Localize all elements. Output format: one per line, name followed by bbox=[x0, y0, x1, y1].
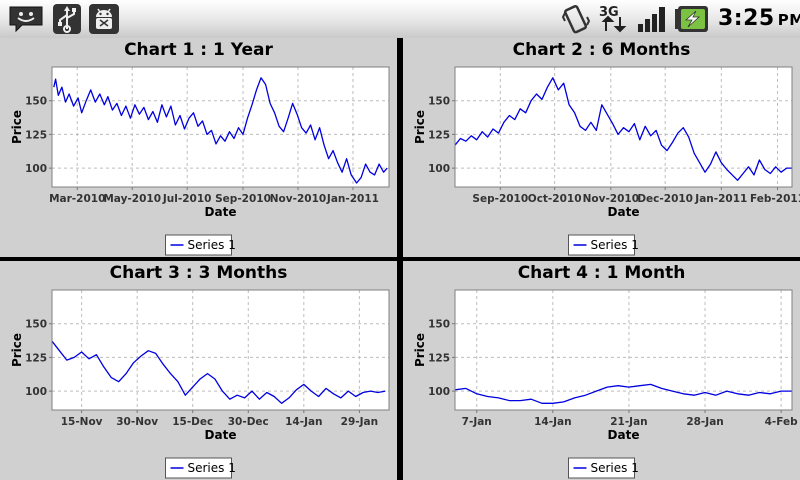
x-tick-label: Mar-2010 bbox=[49, 193, 105, 205]
legend: Series 1 bbox=[568, 234, 639, 256]
y-tick-label: 150 bbox=[428, 96, 450, 108]
x-tick-label: 30-Nov bbox=[116, 416, 158, 428]
chart-panel-1: Chart 1 : 1 Year 100 125 150 Mar-2010 May-201… bbox=[0, 38, 397, 257]
usb-icon[interactable] bbox=[52, 3, 82, 35]
x-tick-label: Sep-2010 bbox=[215, 193, 271, 205]
legend: Series 1 bbox=[165, 234, 236, 256]
x-tick-label: Nov-2010 bbox=[583, 193, 639, 205]
legend-label: Series 1 bbox=[188, 238, 236, 252]
clock-ampm: PM bbox=[777, 11, 800, 29]
x-tick-label: Jan-2011 bbox=[694, 193, 747, 205]
plot-border bbox=[454, 66, 793, 188]
x-axis-label: Date bbox=[608, 428, 640, 442]
plot-border bbox=[51, 66, 390, 188]
y-tick-label: 100 bbox=[25, 386, 47, 398]
x-tick-label: 14-Jan bbox=[285, 416, 322, 428]
x-tick-label: 29-Jan bbox=[341, 416, 378, 428]
legend-label: Series 1 bbox=[591, 238, 639, 252]
y-tick-label: 125 bbox=[428, 129, 450, 141]
chat-smiley-icon[interactable] bbox=[8, 5, 44, 33]
y-tick-label: 125 bbox=[25, 352, 47, 364]
network-3g-icon: 3G bbox=[598, 3, 632, 35]
clock-time: 3:25 bbox=[718, 6, 775, 31]
x-tick-label: 15-Dec bbox=[172, 416, 213, 428]
status-clock: 3:25 PM bbox=[718, 6, 800, 31]
chart-panel-2: Chart 2 : 6 Months 100 125 150 Sep-2010 Oct-2… bbox=[403, 38, 800, 257]
plot-border bbox=[454, 289, 793, 411]
legend: Series 1 bbox=[165, 457, 236, 479]
x-axis-label: Date bbox=[205, 205, 237, 219]
chart-title: Chart 4 : 1 Month bbox=[518, 263, 686, 283]
line-chart: Chart 2 : 6 Months 100 125 150 Sep-2010 Oct-2… bbox=[413, 40, 800, 256]
plot-area bbox=[52, 290, 389, 410]
x-tick-label: 4-Feb bbox=[765, 416, 799, 428]
y-tick-label: 100 bbox=[428, 386, 450, 398]
y-tick-label: 125 bbox=[428, 352, 450, 364]
chart-panel-4: Chart 4 : 1 Month 100 125 150 7-Jan 14-Jan 21-… bbox=[403, 261, 800, 480]
x-tick-label: Oct-2010 bbox=[528, 193, 582, 205]
vibrate-icon bbox=[562, 4, 590, 34]
line-chart: Chart 1 : 1 Year 100 125 150 Mar-2010May-201… bbox=[10, 40, 390, 256]
line-chart: Chart 4 : 1 Month 100 125 150 7-Jan 14-Jan 21-… bbox=[413, 263, 799, 479]
legend: Series 1 bbox=[568, 457, 639, 479]
chart-title: Chart 1 : 1 Year bbox=[124, 40, 273, 60]
x-tick-label: 7-Jan bbox=[462, 416, 492, 428]
y-axis-label: Price bbox=[413, 333, 427, 367]
y-tick-label: 100 bbox=[428, 163, 450, 175]
x-tick-label: 30-Dec bbox=[228, 416, 269, 428]
android-debug-icon[interactable] bbox=[88, 3, 120, 35]
series-line bbox=[455, 383, 792, 404]
x-tick-label: Sep-2010 bbox=[472, 193, 528, 205]
chart-panel-3: Chart 3 : 3 Months 100 125 150 15-Nov 30-Nov 1… bbox=[0, 261, 397, 480]
series-line bbox=[455, 77, 792, 181]
y-tick-label: 100 bbox=[25, 163, 47, 175]
charts-grid: Chart 1 : 1 Year 100 125 150 Mar-2010 May-201… bbox=[0, 38, 800, 480]
x-tick-label: Jul-2010 bbox=[162, 193, 212, 205]
x-tick-label: Nov-2010 bbox=[270, 193, 326, 205]
network-type-label: 3G bbox=[599, 5, 619, 20]
y-tick-label: 125 bbox=[25, 129, 47, 141]
y-axis-label: Price bbox=[10, 333, 24, 367]
plot-border bbox=[51, 289, 390, 411]
x-tick-label: 14-Jan bbox=[534, 416, 571, 428]
plot-area bbox=[52, 67, 389, 187]
x-tick-label: May-2010 bbox=[103, 193, 161, 205]
y-tick-label: 150 bbox=[25, 96, 47, 108]
x-axis-label: Date bbox=[205, 428, 237, 442]
x-tick-label: 28-Jan bbox=[686, 416, 723, 428]
x-tick-label: 15-Nov bbox=[61, 416, 103, 428]
line-chart: Chart 3 : 3 Months 100 125 150 15-Nov 30-Nov 1… bbox=[10, 263, 390, 479]
status-bar: 3G 3:25 PM bbox=[0, 0, 800, 38]
battery-charging-icon bbox=[674, 5, 710, 33]
series-line bbox=[52, 340, 386, 404]
x-tick-label: Jan-2011 bbox=[326, 193, 379, 205]
x-axis-label: Date bbox=[608, 205, 640, 219]
signal-strength-icon bbox=[636, 4, 670, 34]
plot-area bbox=[455, 290, 792, 410]
y-tick-label: 150 bbox=[428, 319, 450, 331]
chart-title: Chart 3 : 3 Months bbox=[110, 263, 288, 283]
y-axis-label: Price bbox=[413, 110, 427, 144]
legend-label: Series 1 bbox=[591, 461, 639, 475]
plot-area bbox=[455, 67, 792, 187]
y-tick-label: 150 bbox=[25, 319, 47, 331]
x-tick-label: Feb-2011 bbox=[750, 193, 800, 205]
legend-label: Series 1 bbox=[188, 461, 236, 475]
x-tick-label: Dec-2010 bbox=[637, 193, 693, 205]
y-axis-label: Price bbox=[10, 110, 24, 144]
x-tick-label: 21-Jan bbox=[610, 416, 647, 428]
chart-title: Chart 2 : 6 Months bbox=[513, 40, 691, 60]
series-line bbox=[53, 77, 388, 184]
